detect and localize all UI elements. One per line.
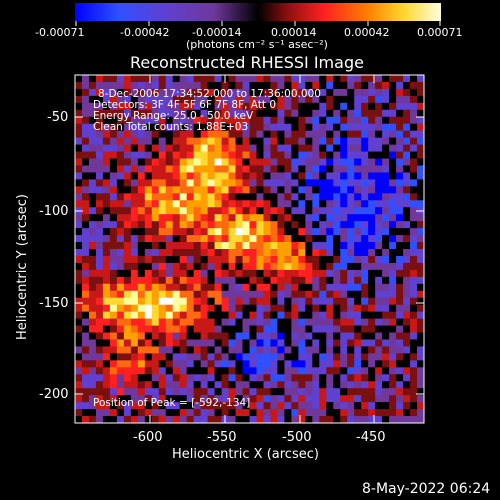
colorbar-tick-label: 0.00014 <box>271 26 317 39</box>
x-tick-label: -450 <box>356 430 386 445</box>
colorbar-tick-label: -0.00071 <box>35 26 85 39</box>
colorbar-tick-label: -0.00042 <box>120 26 170 39</box>
colorbar <box>75 3 441 21</box>
y-tick-label: -150 <box>39 296 69 311</box>
y-tick-label: -200 <box>39 387 69 402</box>
colorbar-ticks <box>75 21 441 26</box>
x-tick-label: -500 <box>282 430 312 445</box>
x-tick-label: -600 <box>133 430 163 445</box>
colorbar-tick-label: -0.00014 <box>192 26 242 39</box>
render-timestamp: 8-May-2022 06:24 <box>362 481 491 497</box>
x-tick-label: -550 <box>207 430 237 445</box>
colorbar-tick-label: 0.00042 <box>344 26 390 39</box>
x-axis-label: Heliocentric X (arcsec) <box>172 447 319 462</box>
colorbar-units: (photons cm⁻² s⁻¹ asec⁻²) <box>186 38 328 51</box>
overlay-line-detectors: Detectors: 3F 4F 5F 6F 7F 8F, Att 0 <box>93 99 277 111</box>
y-tick-label: -100 <box>39 204 69 219</box>
peak-position: Position of Peak = [-592,-134] <box>93 397 251 409</box>
rhessi-image <box>75 75 424 423</box>
y-tick-label: -50 <box>47 110 69 125</box>
overlay-line-time: 8-Dec-2006 17:34:52.000 to 17:36:00.000 <box>98 88 321 100</box>
image-title: Reconstructed RHESSI Image <box>130 53 364 72</box>
colorbar-tick-label: 0.00071 <box>417 26 463 39</box>
y-axis-label: Heliocentric Y (arcsec) <box>15 194 30 340</box>
overlay-line-energy: Energy Range: 25.0 - 50.0 keV <box>93 110 254 122</box>
overlay-line-clean: Clean Total counts: 1.88E+03 <box>93 121 249 133</box>
